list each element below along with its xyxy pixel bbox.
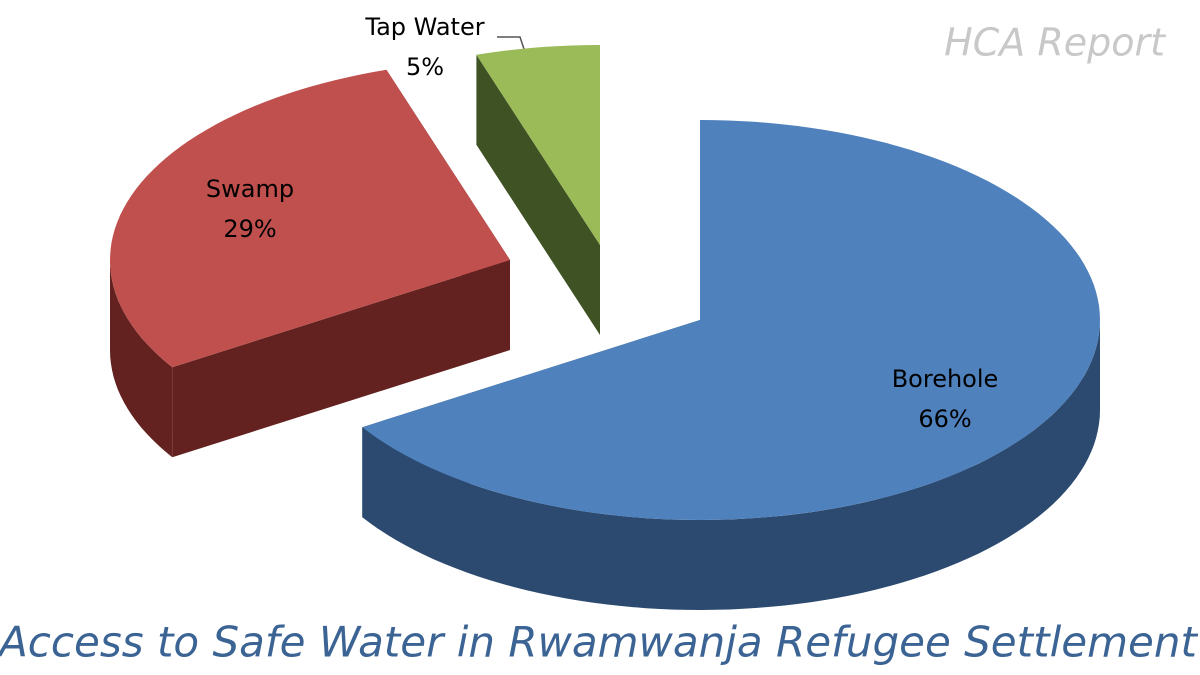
chart-subtitle: HCA Report	[944, 21, 1167, 65]
slice	[110, 69, 510, 368]
slice-side	[110, 260, 173, 458]
slice-value-label: 29%	[223, 215, 276, 243]
slice-value-label: 5%	[406, 53, 444, 81]
slice	[476, 45, 600, 245]
slice-label: Borehole	[892, 365, 999, 393]
slice-cut-face	[476, 54, 600, 336]
slice-label: Tap Water	[364, 13, 484, 41]
slice-side	[362, 320, 1100, 610]
slice	[362, 120, 1100, 520]
slice-value-label: 66%	[918, 405, 971, 433]
slice-label: Swamp	[206, 175, 294, 203]
slice-cut-face	[172, 260, 511, 458]
chart-title: Access to Safe Water in Rwamwanja Refuge…	[0, 618, 1198, 667]
